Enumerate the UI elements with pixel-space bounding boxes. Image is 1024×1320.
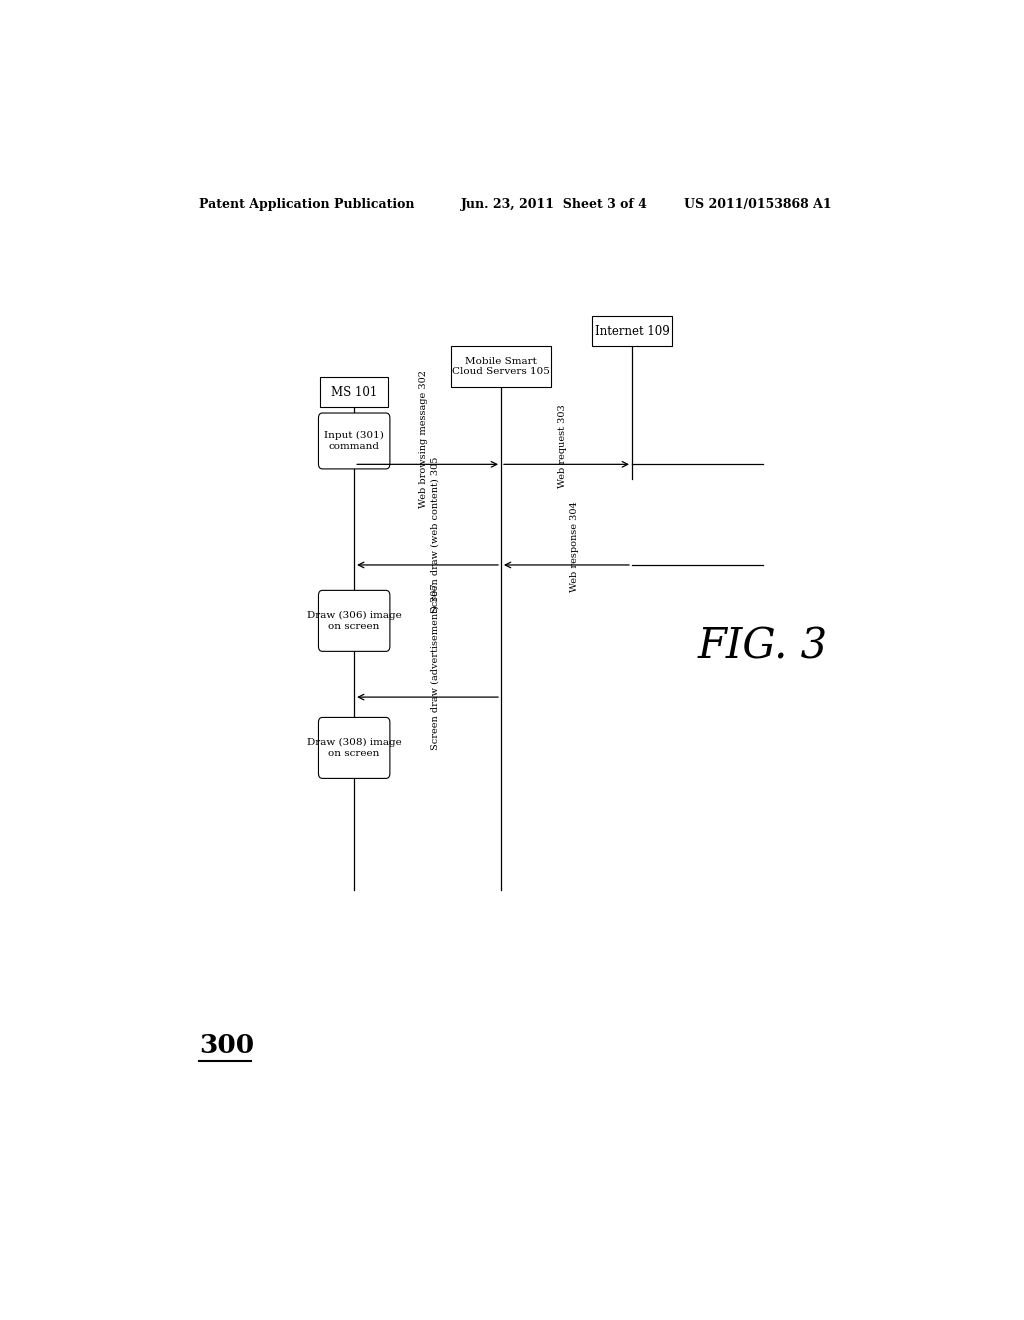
Text: US 2011/0153868 A1: US 2011/0153868 A1 [684,198,831,211]
Text: Web response 304: Web response 304 [570,502,579,593]
Text: 300: 300 [200,1034,255,1057]
Text: MS 101: MS 101 [331,385,377,399]
Text: Jun. 23, 2011  Sheet 3 of 4: Jun. 23, 2011 Sheet 3 of 4 [461,198,648,211]
Text: Draw (308) image
on screen: Draw (308) image on screen [307,738,401,758]
FancyBboxPatch shape [318,718,390,779]
Text: Internet 109: Internet 109 [595,325,670,338]
Text: FIG. 3: FIG. 3 [697,626,828,668]
FancyBboxPatch shape [452,346,551,387]
Text: Screen draw (web content) 305: Screen draw (web content) 305 [431,457,440,612]
Text: Mobile Smart
Cloud Servers 105: Mobile Smart Cloud Servers 105 [452,358,550,376]
Text: Screen draw (advertisement) 307: Screen draw (advertisement) 307 [431,583,440,750]
FancyBboxPatch shape [318,590,390,651]
FancyBboxPatch shape [592,315,672,346]
FancyBboxPatch shape [318,413,390,469]
Text: Web browsing message 302: Web browsing message 302 [419,370,428,508]
Text: Input (301)
command: Input (301) command [325,432,384,450]
FancyBboxPatch shape [321,378,388,408]
Text: Patent Application Publication: Patent Application Publication [200,198,415,211]
Text: Web request 303: Web request 303 [558,404,567,488]
Text: Draw (306) image
on screen: Draw (306) image on screen [307,611,401,631]
